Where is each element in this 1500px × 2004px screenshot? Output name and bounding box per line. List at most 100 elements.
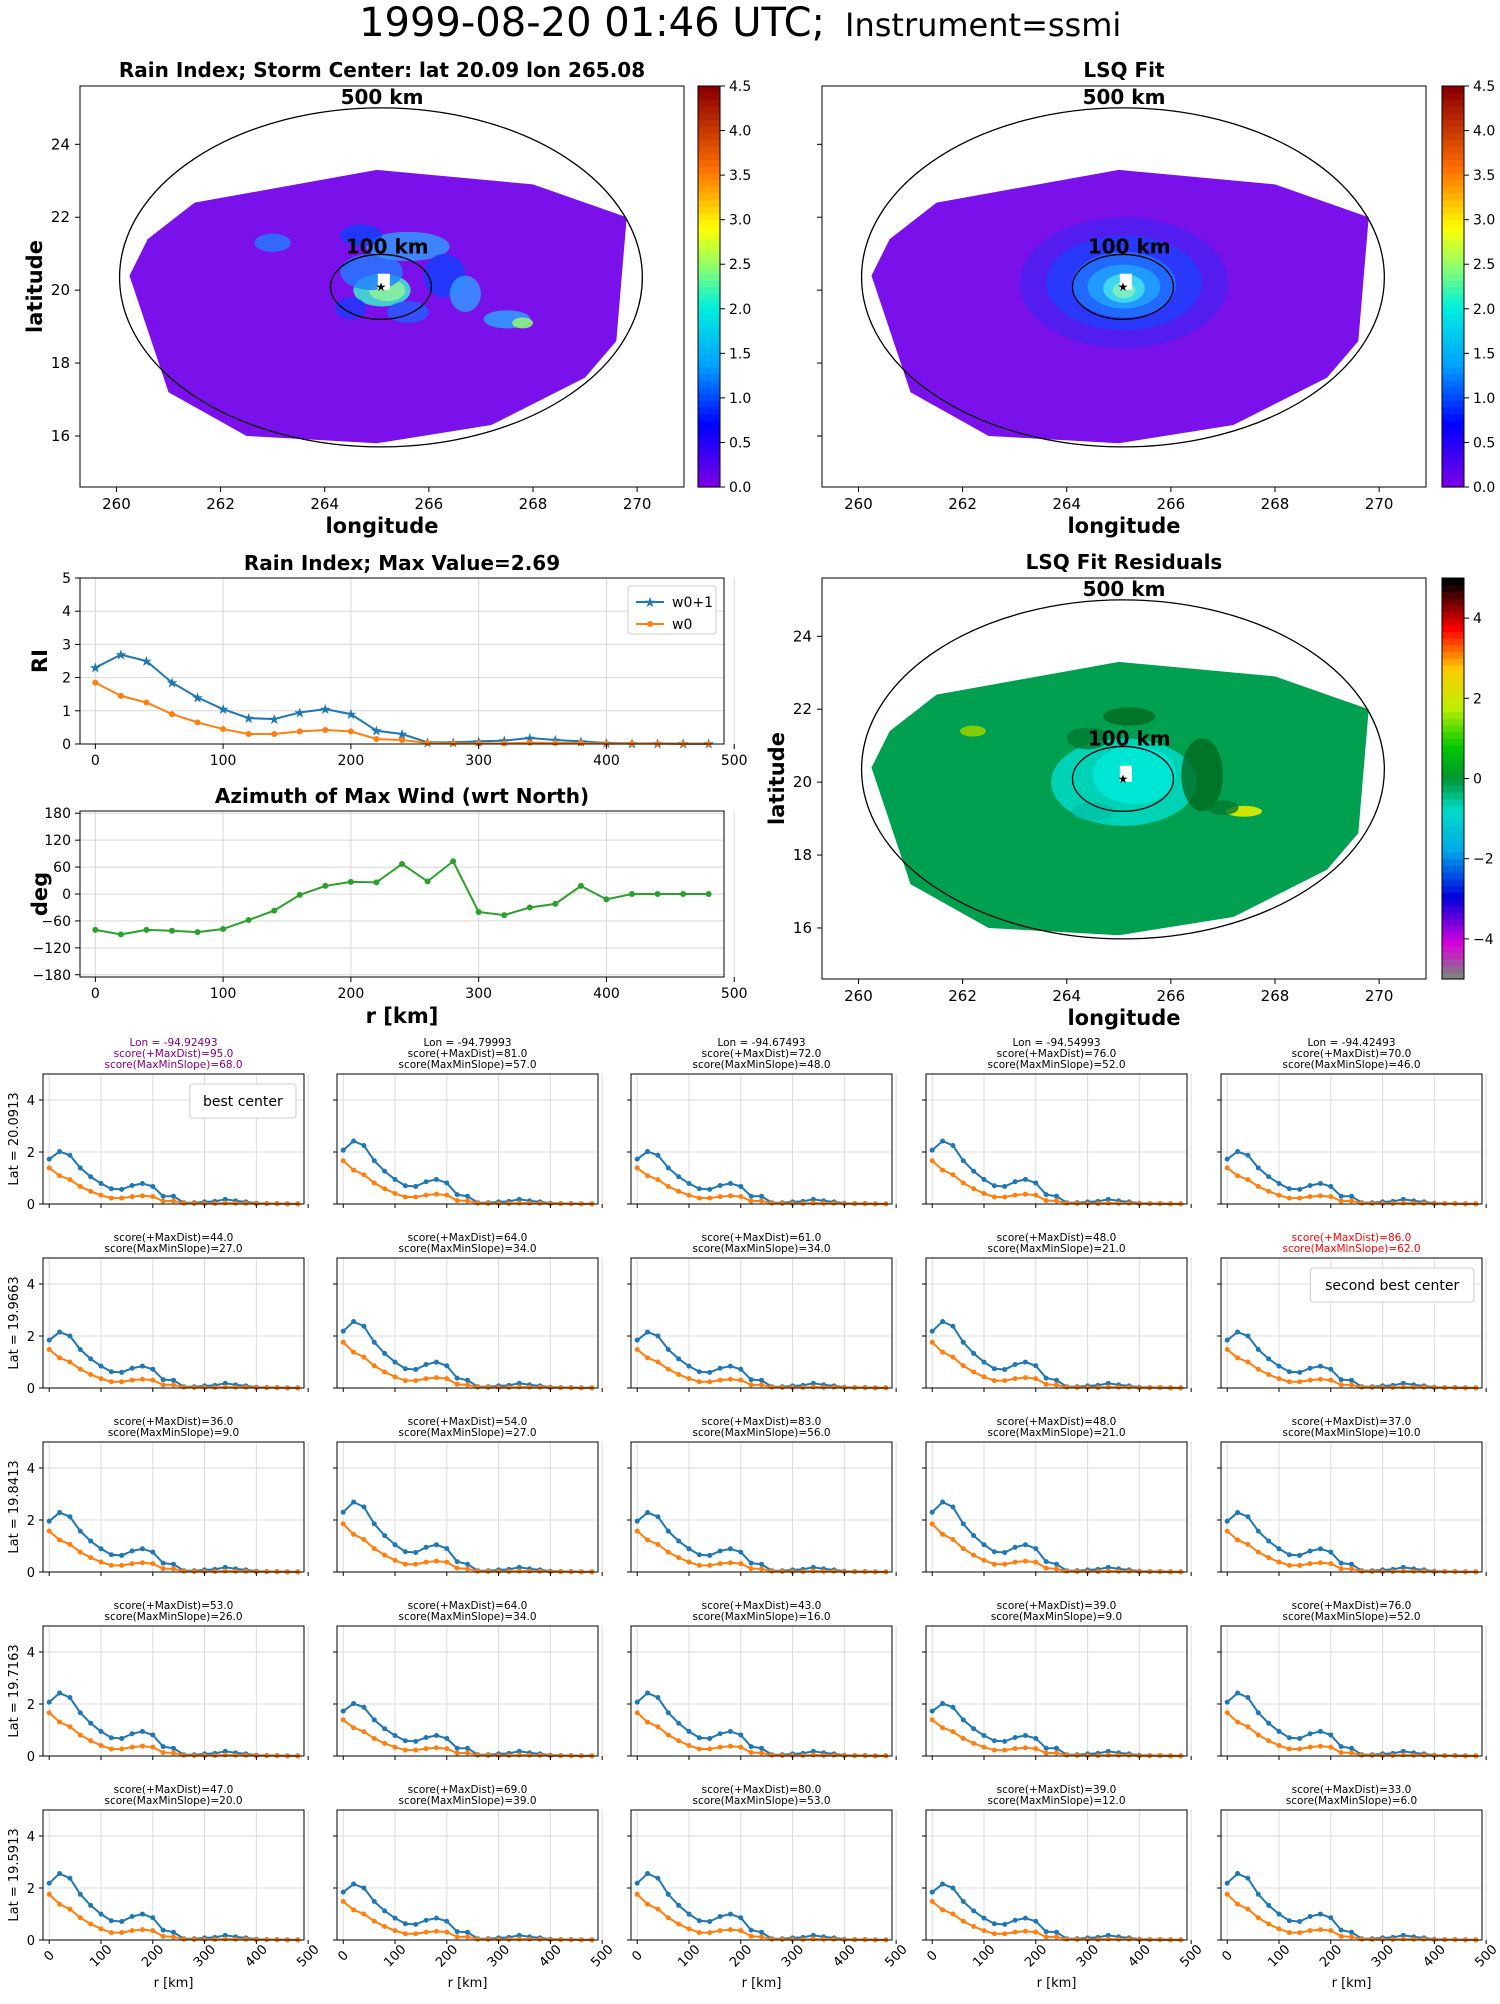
data-point <box>645 1901 651 1907</box>
data-point <box>444 1192 450 1198</box>
data-point <box>950 1704 956 1710</box>
data-point <box>1349 1193 1354 1199</box>
x-tick-label: 262 <box>206 495 235 513</box>
colorbar-segment <box>1442 611 1464 619</box>
data-point <box>655 1152 661 1158</box>
y-tick-label: 16 <box>793 919 812 937</box>
data-point <box>1338 1560 1344 1566</box>
data-point <box>222 1384 228 1390</box>
colorbar-segment <box>698 172 720 181</box>
data-point <box>1349 1745 1354 1751</box>
colorbar-tick-label: −4 <box>1473 932 1494 948</box>
data-point <box>475 740 482 747</box>
data-point <box>1043 1929 1049 1935</box>
data-point <box>769 1568 775 1574</box>
data-point <box>501 912 508 919</box>
data-point <box>245 731 252 738</box>
x-tick-label: 200 <box>1022 1942 1050 1970</box>
y-axis-label: deg <box>28 872 52 916</box>
data-point <box>1297 1562 1303 1568</box>
data-point <box>1359 1752 1365 1758</box>
colorbar-segment <box>1442 159 1464 167</box>
circle-100km <box>329 253 433 320</box>
data-point <box>1224 1880 1230 1886</box>
data-point <box>991 1378 997 1384</box>
data-point <box>1033 1363 1039 1369</box>
data-point <box>1022 1733 1028 1739</box>
data-point <box>212 1384 218 1390</box>
data-point: ★ <box>293 705 306 721</box>
data-point <box>1235 1690 1241 1696</box>
colorbar-segment <box>1442 139 1464 147</box>
x-tick-label: 260 <box>844 495 873 513</box>
y-tick-label: 180 <box>44 806 71 822</box>
data-point <box>1054 1750 1059 1756</box>
data-point <box>1002 1194 1008 1200</box>
data-point <box>92 926 99 933</box>
data-point <box>727 1193 733 1199</box>
data-point <box>634 1337 640 1343</box>
candidate-panel-r5-c2: 0 100 200 300 400 500 r [km] score(+MaxDist)=69… <box>333 1784 617 1991</box>
colorbar-segment <box>1442 878 1464 887</box>
candidate-score-line: Lon = -94.54993 <box>1012 1037 1100 1049</box>
lsq-fit-map: ★ 500 km 100 km 260 262 264 266 268 270 LSQ Fit lo… <box>817 58 1427 538</box>
data-point <box>1105 1568 1111 1574</box>
candidate-panel-r5-c4: 0 100 200 300 400 500 r [km] score(+MaxDist)=39… <box>922 1784 1206 1991</box>
data-point <box>1085 1568 1091 1574</box>
data-point <box>77 1549 83 1555</box>
data-point <box>991 1549 997 1555</box>
data-point <box>382 1740 388 1746</box>
data-point <box>516 1752 522 1758</box>
plot-frame <box>42 1809 305 1941</box>
data-point <box>1002 1931 1008 1937</box>
data-point <box>98 1742 104 1748</box>
data-point <box>727 1376 733 1382</box>
data-point <box>402 1921 408 1927</box>
colorbar-segment <box>1442 393 1464 401</box>
data-point <box>707 1746 713 1752</box>
data-point <box>191 1384 197 1390</box>
data-point <box>382 1726 388 1732</box>
series-w0+1 <box>340 1138 595 1207</box>
data-point <box>222 1196 228 1202</box>
data-point <box>707 1552 713 1558</box>
data-point <box>1054 1377 1059 1383</box>
data-point <box>971 1350 977 1356</box>
candidate-score-line: Lon = -94.67493 <box>717 1037 805 1049</box>
data-point <box>940 1319 946 1325</box>
data-point <box>810 1384 816 1390</box>
data-point <box>1328 1928 1334 1934</box>
data-point <box>655 1359 661 1365</box>
data-point <box>1297 1930 1303 1936</box>
candidate-score-line: score(+MaxDist)=72.0 <box>702 1048 822 1060</box>
x-tick-label: 200 <box>727 1942 755 1970</box>
data-point <box>1224 1337 1230 1343</box>
data-point <box>665 1710 671 1716</box>
data-point <box>351 1349 357 1355</box>
x-tick-label: 300 <box>1074 1942 1102 1970</box>
y-tick-label: 2 <box>27 1882 35 1897</box>
series-w0+1 <box>929 1881 1184 1943</box>
data-point <box>1095 1200 1101 1206</box>
value-cell-6 <box>959 725 987 737</box>
data-point <box>423 1376 429 1382</box>
data-point <box>1012 1362 1018 1368</box>
data-point <box>1266 1555 1272 1561</box>
x-tick-label: 200 <box>338 986 365 1002</box>
data-point <box>552 740 559 747</box>
y-tick-label: 2 <box>62 671 71 687</box>
data-point <box>1095 1752 1101 1758</box>
data-point <box>1116 1568 1122 1574</box>
colorbar-segment <box>698 219 720 227</box>
value-cell-4 <box>1207 800 1239 815</box>
data-point <box>506 1936 512 1942</box>
data-point <box>676 1555 682 1561</box>
x-axis-label: r [km] <box>1332 1976 1372 1991</box>
data-point <box>98 1926 104 1932</box>
data-point <box>1022 1359 1028 1365</box>
data-point <box>769 1384 775 1390</box>
data-point <box>1390 1568 1396 1574</box>
series-w0+1: ★★★★★★★★★★★★★★★★★★★★★★★★★ <box>89 648 715 753</box>
colorbar-segment <box>1442 380 1464 388</box>
